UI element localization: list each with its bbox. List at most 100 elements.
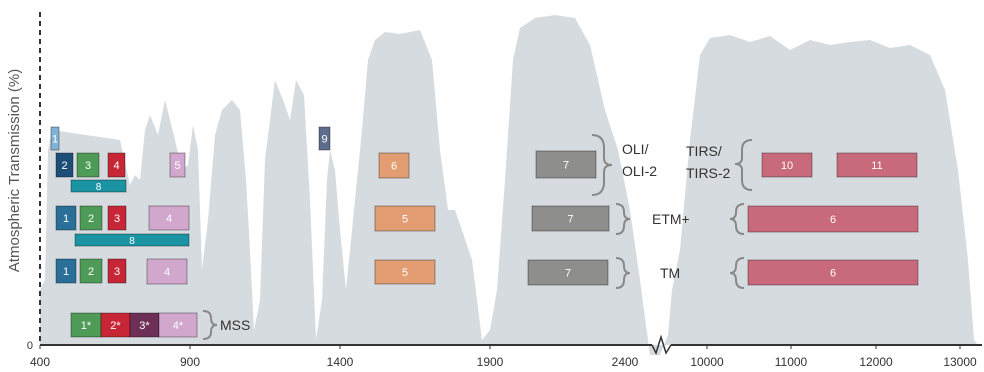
band-label: 8 xyxy=(96,182,102,193)
tm-band-5: 5 xyxy=(374,259,436,285)
tm-band-1: 1 xyxy=(55,258,77,284)
band-label: 4 xyxy=(164,267,170,279)
mss-band-1: 1* xyxy=(70,312,102,338)
band-label: 5 xyxy=(402,267,408,279)
band-label: 8 xyxy=(129,236,135,247)
band-label: 4 xyxy=(166,213,172,225)
band-label: 2* xyxy=(110,320,121,332)
band-label: 10 xyxy=(781,160,793,172)
band-label: 1* xyxy=(81,320,92,332)
oli-band-9: 9 xyxy=(318,126,331,151)
tm-band-7: 7 xyxy=(527,259,609,286)
etm-band-2: 2 xyxy=(79,205,103,231)
tm-brace xyxy=(615,257,631,289)
band-box xyxy=(70,312,102,338)
axis-break xyxy=(651,334,672,355)
x-tick-label: 12000 xyxy=(859,355,893,369)
band-box xyxy=(107,258,127,284)
band-box xyxy=(761,152,813,178)
etm-band-5: 5 xyxy=(374,205,436,232)
x-tick-label: 13000 xyxy=(943,355,977,369)
tm-band-4: 4 xyxy=(146,258,188,285)
band-box xyxy=(531,205,610,232)
mss-brace xyxy=(202,310,218,340)
band-box xyxy=(146,258,188,285)
band-box xyxy=(747,205,919,233)
sensor-labels: OLI/OLI-2 TIRS/TIRS-2 ETM+ TM MSS xyxy=(202,134,753,340)
band-box xyxy=(55,258,77,284)
band-label: 6 xyxy=(391,161,397,173)
tm-band-2: 2 xyxy=(79,258,103,284)
band-label: 2 xyxy=(88,266,94,278)
band-label: 5 xyxy=(402,214,408,226)
mss-band-3: 3* xyxy=(129,312,160,338)
oli-brace xyxy=(591,134,613,196)
band-label: 7 xyxy=(567,214,573,226)
y-axis-label-wrap: Atmospheric Transmission (%) xyxy=(4,0,26,340)
y-zero-label: 0 xyxy=(27,340,33,352)
tm-band-6: 6 xyxy=(747,259,919,286)
band-box xyxy=(76,152,100,178)
band-box xyxy=(79,258,103,284)
mss-band-2: 2* xyxy=(100,312,131,338)
x-tick-labels: 400 900 1400 1900 2400 10000 11000 12000… xyxy=(30,355,977,369)
transmission-area xyxy=(40,15,978,355)
oli-band-8: 8 xyxy=(70,179,127,193)
etm-band-7: 7 xyxy=(531,205,610,232)
mss-label: MSS xyxy=(220,317,250,333)
band-box xyxy=(169,152,186,178)
band-box xyxy=(129,312,160,338)
etm-brace xyxy=(615,203,631,235)
etm-band-3: 3 xyxy=(107,205,127,231)
band-label: 3* xyxy=(139,320,150,332)
band-label: 1 xyxy=(63,266,69,278)
band-box xyxy=(378,152,410,179)
oli-band-7: 7 xyxy=(535,150,597,179)
x-tick-label: 1900 xyxy=(477,355,504,369)
mss-band-4: 4* xyxy=(158,312,198,338)
band-label: 2 xyxy=(61,160,67,172)
x-tick-marks xyxy=(39,345,961,349)
band-label: 5 xyxy=(174,160,180,172)
band-box xyxy=(318,126,331,151)
band-box xyxy=(535,150,597,179)
tm-band-3: 3 xyxy=(107,258,127,284)
band-box xyxy=(55,152,74,178)
band-label: 2 xyxy=(88,213,94,225)
band-label: 9 xyxy=(321,134,327,146)
oli-band-1: 1 xyxy=(50,126,60,151)
band-label: 6 xyxy=(830,214,836,226)
band-box xyxy=(374,259,436,285)
x-tick-label: 10000 xyxy=(690,355,724,369)
y-axis-label: Atmospheric Transmission (%) xyxy=(6,68,24,272)
x-tick-label: 11000 xyxy=(775,355,808,369)
oli-band-5: 5 xyxy=(169,152,186,178)
etm-label: ETM+ xyxy=(652,211,690,227)
band-label: 7 xyxy=(565,268,571,280)
band-label: 4 xyxy=(113,160,119,172)
band-box xyxy=(836,152,918,178)
oli-band-2: 2 xyxy=(55,152,74,178)
band-box xyxy=(74,233,190,247)
tirs-brace xyxy=(734,139,753,191)
tirs-band-11: 11 xyxy=(836,152,918,178)
band-box xyxy=(374,205,436,232)
band-box xyxy=(527,259,609,286)
etm-band-1: 1 xyxy=(55,205,77,231)
tm-label: TM xyxy=(660,265,680,281)
band-box xyxy=(70,179,127,193)
band-box xyxy=(107,205,127,231)
band-label: 1 xyxy=(63,213,69,225)
x-tick-label: 1400 xyxy=(327,355,354,369)
band-label: 7 xyxy=(563,160,569,172)
band-box xyxy=(50,126,60,151)
band-label: 4* xyxy=(173,320,184,332)
oli-label: OLI/OLI-2 xyxy=(622,141,657,179)
band-box xyxy=(79,205,103,231)
band-label: 1 xyxy=(52,134,58,146)
oli-band-6: 6 xyxy=(378,152,410,179)
band-box xyxy=(107,152,126,178)
